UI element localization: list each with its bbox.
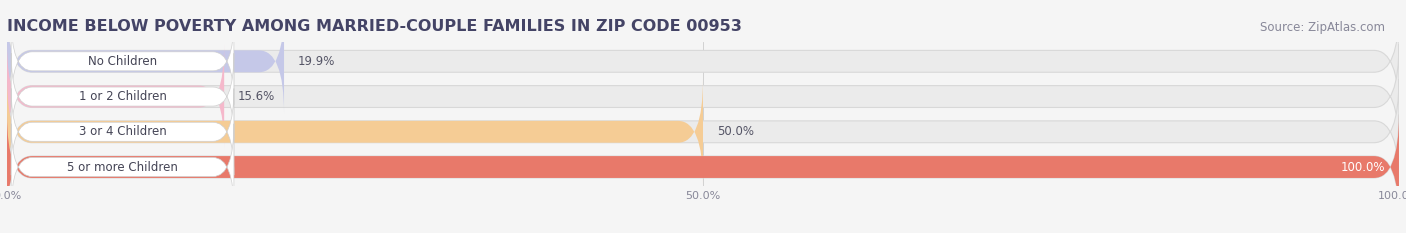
Text: 100.0%: 100.0% [1340,161,1385,174]
FancyBboxPatch shape [11,18,233,105]
Text: 19.9%: 19.9% [298,55,335,68]
FancyBboxPatch shape [11,53,233,140]
FancyBboxPatch shape [7,44,1399,149]
FancyBboxPatch shape [7,115,1399,219]
Text: 15.6%: 15.6% [238,90,276,103]
FancyBboxPatch shape [7,9,284,114]
Text: INCOME BELOW POVERTY AMONG MARRIED-COUPLE FAMILIES IN ZIP CODE 00953: INCOME BELOW POVERTY AMONG MARRIED-COUPL… [7,19,742,34]
FancyBboxPatch shape [7,79,703,184]
FancyBboxPatch shape [7,79,1399,184]
Text: No Children: No Children [89,55,157,68]
FancyBboxPatch shape [11,124,233,210]
FancyBboxPatch shape [7,9,1399,114]
Text: 1 or 2 Children: 1 or 2 Children [79,90,166,103]
FancyBboxPatch shape [11,89,233,175]
Text: Source: ZipAtlas.com: Source: ZipAtlas.com [1260,21,1385,34]
FancyBboxPatch shape [7,115,1399,219]
Text: 5 or more Children: 5 or more Children [67,161,179,174]
Text: 3 or 4 Children: 3 or 4 Children [79,125,166,138]
FancyBboxPatch shape [7,44,224,149]
Text: 50.0%: 50.0% [717,125,754,138]
